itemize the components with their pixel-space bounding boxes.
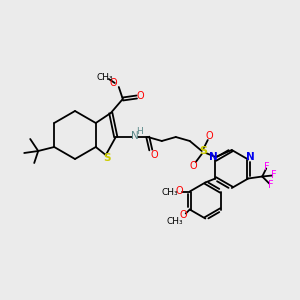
Text: H: H xyxy=(136,128,143,136)
Text: O: O xyxy=(206,131,214,141)
Text: O: O xyxy=(137,91,145,101)
Text: F: F xyxy=(272,169,277,179)
Text: O: O xyxy=(190,161,198,171)
Text: O: O xyxy=(180,209,188,220)
Text: N: N xyxy=(246,152,255,161)
Text: F: F xyxy=(264,161,270,172)
Text: O: O xyxy=(110,78,118,88)
Text: CH₃: CH₃ xyxy=(167,217,183,226)
Text: S: S xyxy=(199,146,207,156)
Text: N: N xyxy=(209,152,218,161)
Text: O: O xyxy=(176,187,184,196)
Text: F: F xyxy=(268,181,274,190)
Text: CH₃: CH₃ xyxy=(97,73,113,82)
Text: CH₃: CH₃ xyxy=(161,188,178,197)
Text: N: N xyxy=(131,131,139,141)
Text: S: S xyxy=(103,153,110,163)
Text: O: O xyxy=(151,150,159,160)
